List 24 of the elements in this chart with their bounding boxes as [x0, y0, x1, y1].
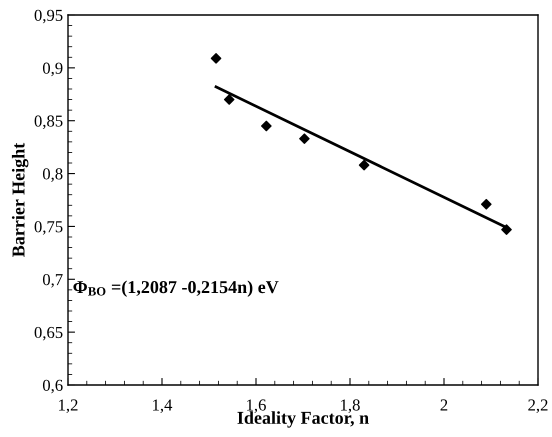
- y-tick-label: 0,65: [34, 326, 62, 340]
- point: [299, 133, 310, 144]
- y-tick-label: 0,6: [42, 380, 63, 394]
- y-tick-label: 0,7: [42, 274, 63, 288]
- y-tick-label: 0,85: [34, 115, 62, 130]
- point: [224, 94, 235, 105]
- y-tick-label: 0,9: [42, 62, 62, 76]
- point: [261, 120, 272, 132]
- y-axis-title: Barrier Height: [12, 142, 28, 257]
- x-axis-title: Ideality Factor, n: [237, 411, 369, 428]
- point: [501, 224, 512, 235]
- x-tick-label: 1,8: [341, 399, 360, 414]
- point: [210, 53, 222, 64]
- x-tick-label: 2: [440, 399, 448, 410]
- annotation: Φ$_{BO}$ =(1,2087 -0,2154n) eV: [73, 280, 279, 297]
- point: [358, 160, 370, 170]
- x-tick-label: 1,6: [247, 399, 266, 414]
- x-tick-label: 1,2: [59, 399, 78, 414]
- y-tick-label: 0,8: [42, 168, 63, 182]
- x-tick-label: 1,4: [153, 399, 172, 414]
- point: [481, 198, 492, 210]
- y-tick-label: 0,75: [34, 221, 62, 235]
- x-tick-label: 2,2: [528, 399, 548, 414]
- y-tick-label: 0,95: [34, 10, 62, 24]
